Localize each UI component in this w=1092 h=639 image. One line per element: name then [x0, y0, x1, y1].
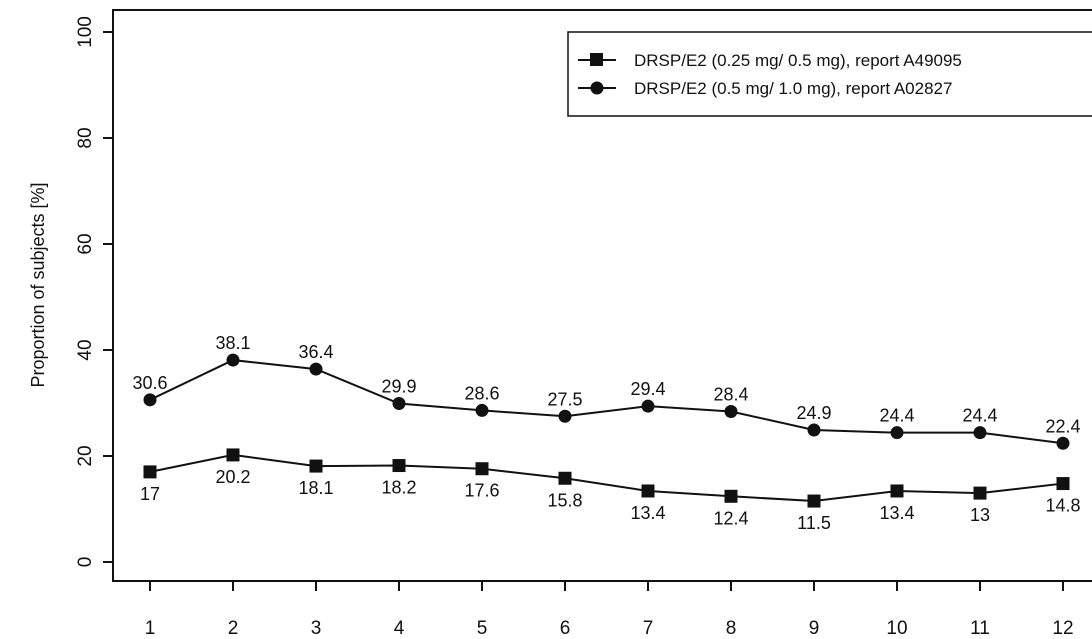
y-axis-title: Proportion of subjects [%]: [28, 182, 48, 387]
data-point-circle: [724, 404, 738, 418]
data-label: 18.1: [298, 478, 333, 498]
x-tick-label: 9: [809, 618, 820, 639]
data-label: 17: [140, 484, 160, 504]
data-point-circle: [558, 409, 572, 423]
x-tick-label: 11: [970, 618, 990, 639]
x-tick-label: 1: [145, 618, 156, 639]
series-line-1: [149, 453, 1064, 503]
data-label: 18.2: [381, 478, 416, 498]
data-label: 13.4: [630, 503, 665, 523]
x-tick-label: 6: [560, 618, 571, 639]
data-point-square: [724, 489, 738, 503]
data-label: 13.4: [879, 503, 914, 523]
data-labels-layer: 17 20.2 18.1 18.2 17.6 15.8 13.4 12.4 11.5 13.4 13…: [132, 333, 1080, 533]
data-point-circle: [226, 353, 240, 367]
x-tick-label: 8: [726, 618, 737, 639]
legend-marker-circle: [590, 81, 604, 95]
legend: DRSP/E2 (0.25 mg/ 0.5 mg), report A49095…: [567, 31, 1092, 117]
x-tick-label: 7: [643, 618, 654, 639]
data-label: 30.6: [132, 373, 167, 393]
data-label: 28.6: [464, 383, 499, 403]
data-label: 13: [970, 505, 990, 525]
data-point-square: [309, 459, 323, 473]
data-point-square: [475, 462, 489, 476]
data-label: 24.4: [962, 406, 997, 426]
data-label: 24.4: [879, 406, 914, 426]
data-point-square: [558, 471, 572, 485]
plot-frame: [112, 9, 1092, 582]
data-point-circle: [309, 362, 323, 376]
series-line-2: [149, 359, 1064, 445]
data-point-square: [973, 486, 987, 500]
data-label: 36.4: [298, 342, 333, 362]
data-point-square: [890, 484, 904, 498]
x-tick-label: 12: [1052, 618, 1073, 639]
data-point-circle: [392, 397, 406, 411]
y-tick-label: 40: [75, 339, 96, 360]
data-label: 17.6: [464, 481, 499, 501]
data-label: 29.4: [630, 379, 665, 399]
data-label: 38.1: [215, 333, 250, 353]
data-label: 29.9: [381, 377, 416, 397]
x-tick-label: 5: [477, 618, 488, 639]
data-label: 12.4: [713, 508, 748, 528]
data-point-square: [226, 448, 240, 462]
data-label: 28.4: [713, 384, 748, 404]
data-label: 15.8: [547, 490, 582, 510]
legend-box: [567, 31, 1092, 117]
x-tick-label: 2: [228, 618, 239, 639]
data-point-circle: [890, 426, 904, 440]
y-tick-label: 80: [75, 127, 96, 148]
data-point-circle: [143, 393, 157, 407]
data-point-circle: [1056, 436, 1070, 450]
data-point-square: [392, 459, 406, 473]
data-label: 20.2: [215, 467, 250, 487]
data-label: 14.8: [1045, 496, 1080, 516]
y-tick-label: 100: [75, 16, 96, 48]
data-point-circle: [807, 423, 821, 437]
x-tick-label: 10: [886, 618, 907, 639]
legend-marker-square: [590, 53, 603, 66]
y-tick-label: 0: [75, 557, 96, 568]
data-point-circle: [475, 403, 489, 417]
data-label: 24.9: [796, 403, 831, 423]
legend-label-series-1: DRSP/E2 (0.25 mg/ 0.5 mg), report A49095: [634, 51, 962, 70]
x-axis: 1 2 3 4 5 6 7 8 9 10 11 12: [145, 581, 1074, 639]
y-tick-label: 20: [75, 445, 96, 466]
data-point-square: [1056, 477, 1070, 491]
data-point-circle: [973, 426, 987, 440]
x-tick-label: 4: [394, 618, 405, 639]
series-layer: [143, 353, 1070, 508]
data-point-square: [807, 494, 821, 508]
legend-label-series-2: DRSP/E2 (0.5 mg/ 1.0 mg), report A02827: [634, 79, 952, 98]
x-tick-label: 3: [311, 618, 322, 639]
data-point-square: [143, 465, 157, 479]
data-label: 11.5: [797, 513, 831, 533]
y-axis: 0 20 40 60 80 100: [75, 16, 113, 567]
data-point-square: [641, 484, 655, 498]
data-label: 27.5: [547, 389, 582, 409]
y-tick-label: 60: [75, 233, 96, 254]
data-label: 22.4: [1045, 416, 1080, 436]
data-point-circle: [641, 399, 655, 413]
